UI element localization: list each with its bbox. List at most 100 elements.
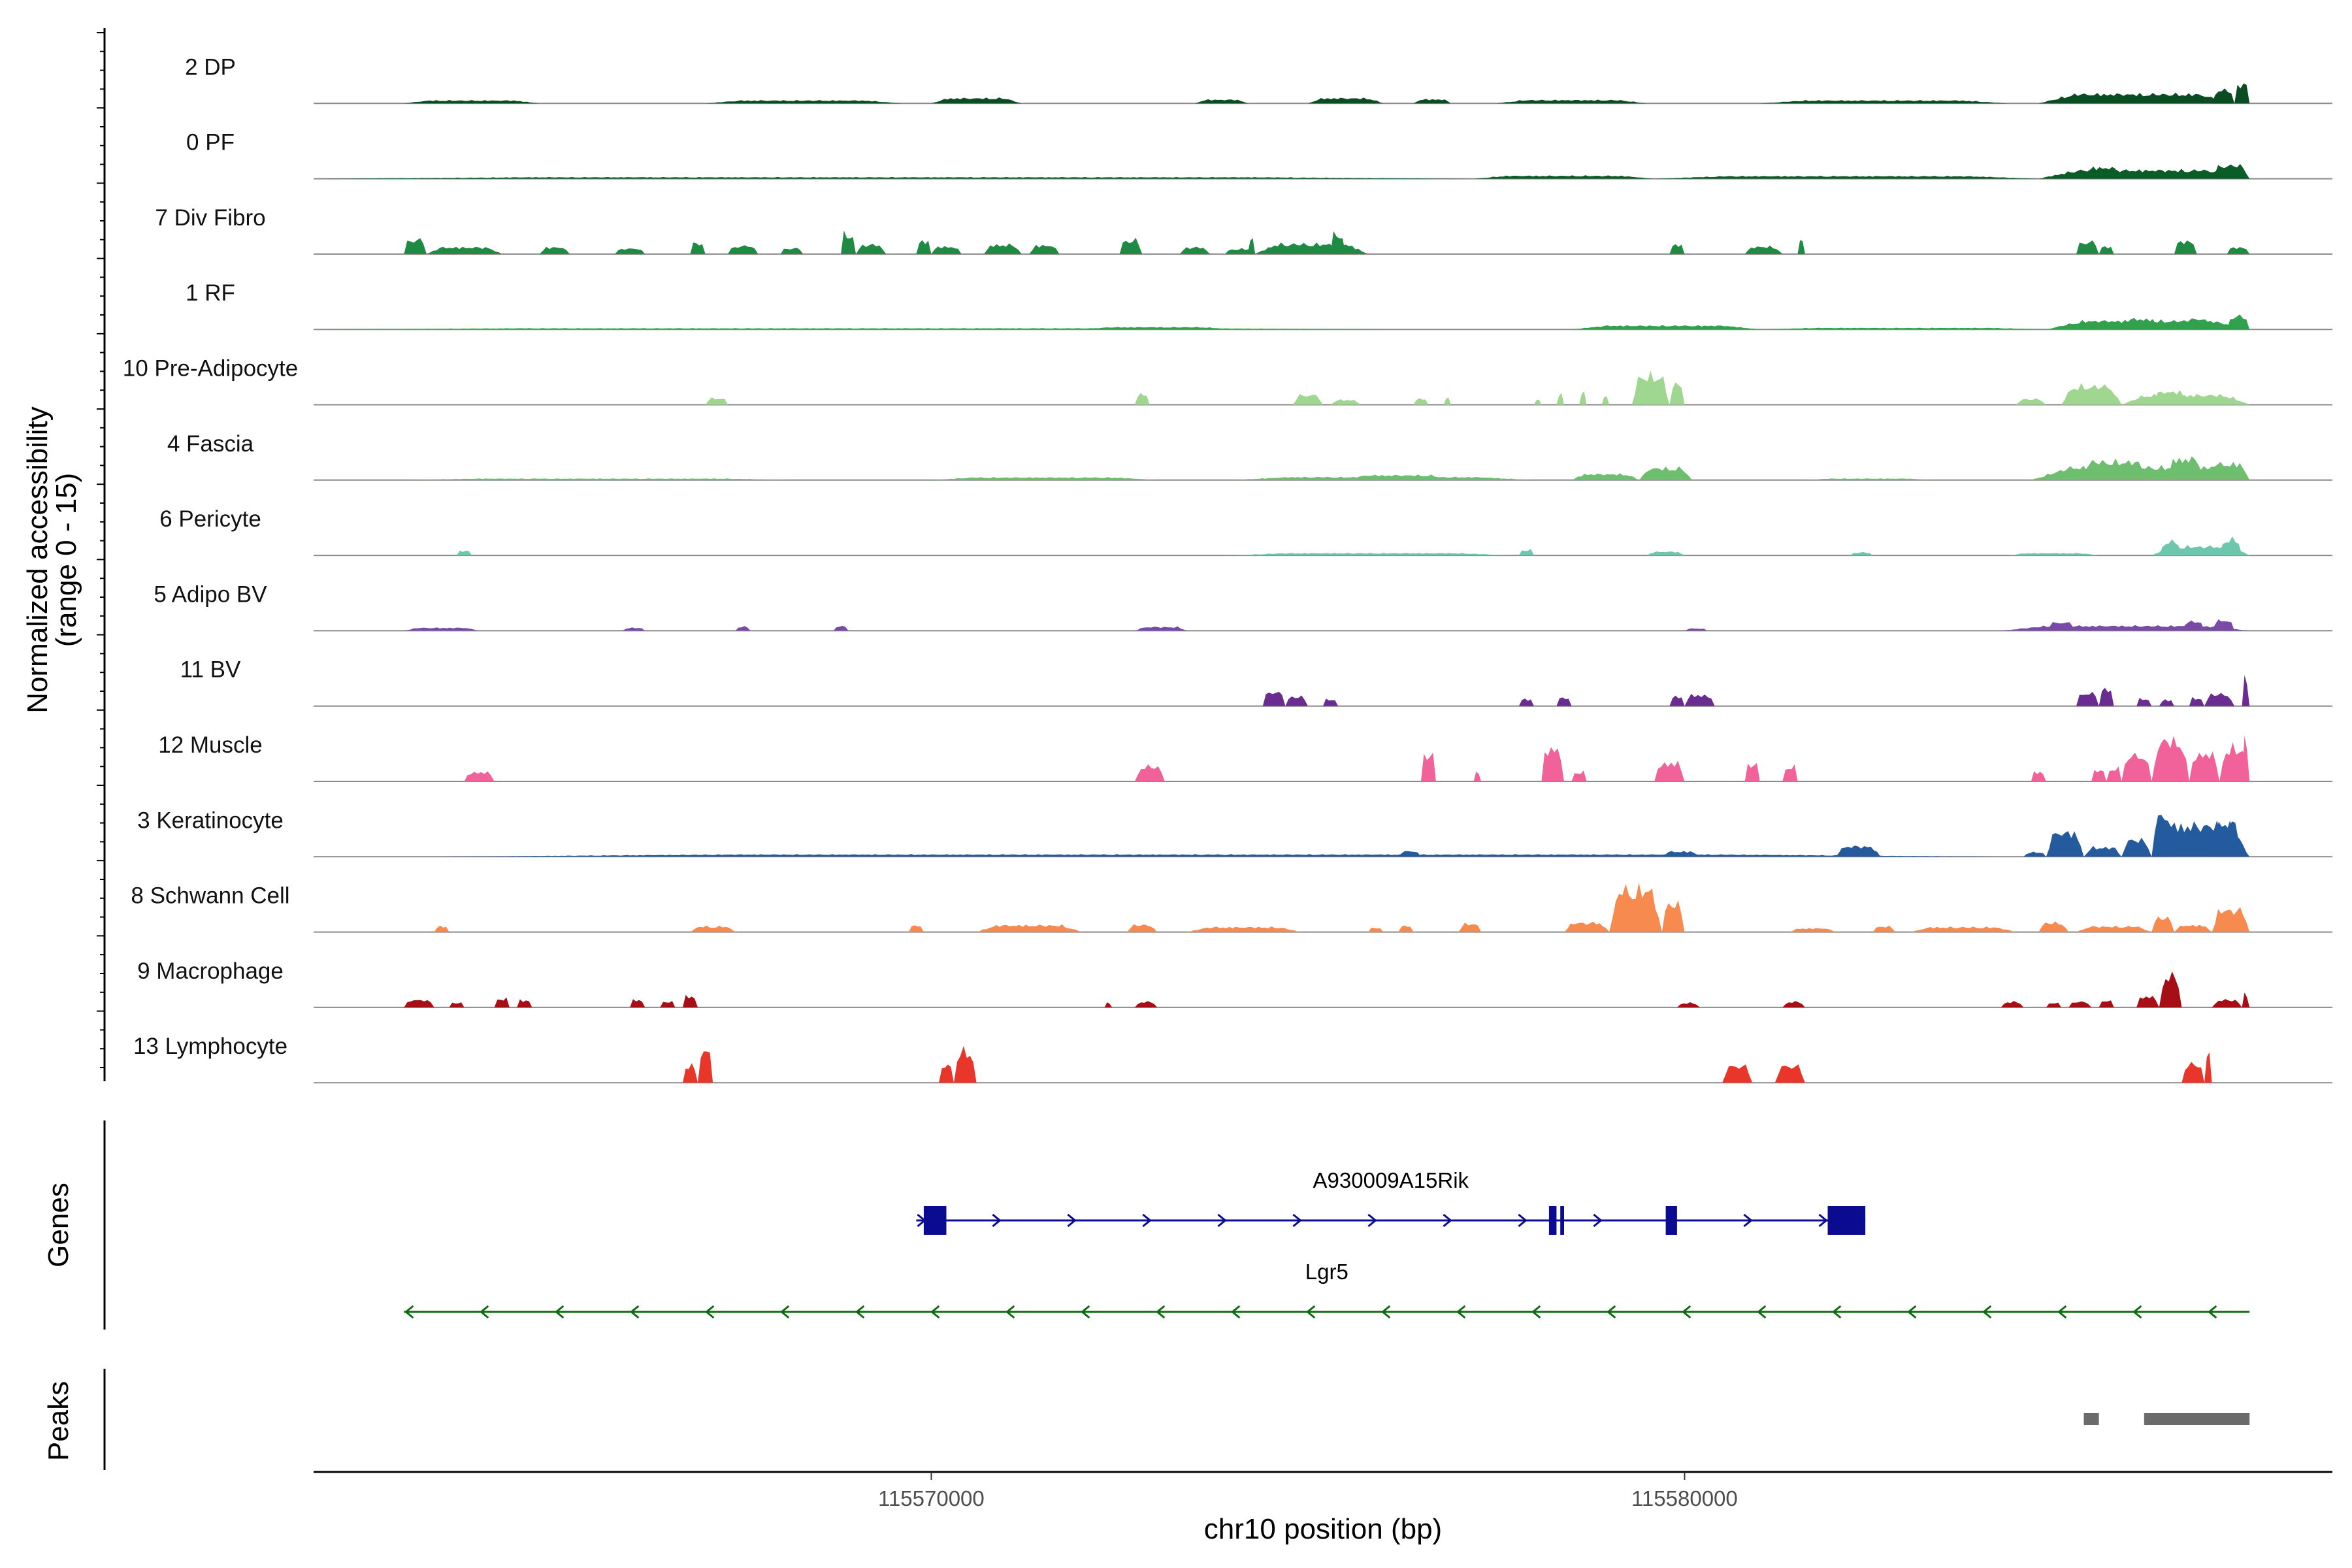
coverage-peak — [2099, 687, 2114, 706]
coverage-peak — [931, 97, 1022, 104]
coverage-peak — [2174, 240, 2197, 254]
coverage-peak — [1797, 240, 1805, 254]
x-axis-title: chr10 position (bp) — [1204, 1513, 1442, 1545]
strand-arrow — [1305, 1305, 1316, 1319]
track-label: 5 Adipo BV — [154, 581, 267, 607]
coverage-peak — [939, 1064, 954, 1083]
coverage-peak — [1473, 175, 1655, 179]
coverage-peak — [630, 999, 645, 1007]
coverage-peak — [1661, 900, 1685, 932]
coverage-peak — [1232, 553, 1512, 556]
coverage-peak — [1473, 772, 1482, 781]
gene-exon — [1548, 1206, 1557, 1235]
coverage-peak — [690, 925, 736, 932]
coverage-peak — [2151, 736, 2189, 781]
coverage-peak — [2076, 458, 2152, 480]
coverage-peak — [1104, 1002, 1113, 1007]
coverage-peak — [2121, 752, 2152, 781]
coverage-peak — [2031, 771, 2046, 781]
y-axis-title-range: (range 0 - 15) — [50, 473, 82, 647]
track-12: 8 Schwann Cell — [131, 882, 2332, 933]
coverage-peak — [1782, 1001, 1805, 1007]
coverage-peak — [1759, 100, 2009, 104]
coverage-peak — [1179, 246, 1211, 254]
coverage-peak — [1669, 244, 1685, 254]
coverage-peak — [2159, 539, 2182, 556]
coverage-peak — [404, 100, 540, 104]
strand-arrow — [1518, 1213, 1527, 1228]
coverage-peak — [954, 1045, 977, 1083]
strand-arrow — [554, 1305, 564, 1319]
coverage-peak — [2242, 735, 2250, 781]
coverage-peak — [404, 478, 796, 480]
strand-arrow — [1756, 1305, 1767, 1319]
peaks-panel-title: Peaks — [42, 1381, 74, 1461]
coverage-peak — [1518, 549, 1534, 556]
coverage-peak — [2099, 1000, 2114, 1007]
peak-region — [2144, 1413, 2250, 1425]
coverage-peak — [1307, 97, 1384, 104]
coverage-y-axis-ticks — [97, 32, 105, 1068]
coverage-peak — [2151, 815, 2174, 857]
strand-arrow — [1080, 1305, 1090, 1319]
coverage-peak — [1134, 626, 1188, 631]
coverage-peak — [984, 243, 1022, 254]
coverage-peak — [539, 246, 570, 254]
coverage-peak — [908, 925, 924, 932]
coverage-peak — [2001, 1001, 2024, 1007]
peaks-panel — [2083, 1413, 2250, 1425]
track-label: 1 RF — [186, 280, 235, 306]
coverage-peak — [1127, 924, 1158, 932]
strand-arrow — [779, 1305, 790, 1319]
track-8: 5 Adipo BV — [154, 581, 2332, 632]
coverage-peak — [841, 230, 857, 254]
coverage-peak — [2212, 88, 2235, 104]
strand-arrow — [1380, 1305, 1391, 1319]
track-label: 10 Pre-Adipocyte — [123, 356, 298, 382]
coverage-peak — [1744, 245, 1783, 254]
coverage-peak — [1556, 697, 1572, 706]
gene-name-label: A930009A15Rik — [1313, 1168, 1469, 1192]
coverage-peak — [1533, 399, 1542, 405]
coverage-peak — [1029, 244, 1060, 254]
coverage-peak — [1669, 382, 1685, 405]
track-11: 3 Keratinocyte — [137, 808, 2332, 858]
coverage-peak — [2151, 390, 2189, 405]
coverage-peak — [2189, 751, 2220, 781]
track-2: 0 PF — [186, 130, 2332, 180]
coverage-peak — [1119, 237, 1143, 254]
track-label: 13 Lymphocyte — [133, 1034, 287, 1059]
coverage-peak — [735, 626, 751, 631]
coverage-peak — [1368, 928, 1384, 932]
track-10: 12 Muscle — [158, 732, 2332, 782]
track-label: 0 PF — [186, 130, 235, 155]
coverage-peak — [2016, 398, 2046, 405]
coverage-peak — [2068, 1001, 2091, 1007]
track-9: 11 BV — [180, 657, 2332, 707]
strand-arrow — [855, 1305, 865, 1319]
track-label: 12 Muscle — [158, 732, 263, 758]
coverage-peak — [1398, 851, 1421, 857]
strand-arrow — [1531, 1305, 1541, 1319]
coverage-peak — [2212, 999, 2242, 1007]
coverage-peak — [1910, 926, 2016, 932]
track-7: 6 Pericyte — [159, 506, 2332, 557]
strand-arrow — [992, 1213, 1002, 1228]
coverage-peak — [833, 625, 849, 631]
coverage-peak — [1255, 242, 1369, 254]
coverage-peak — [1556, 393, 1564, 405]
gene-exon — [1665, 1206, 1677, 1235]
coverage-peak — [2151, 916, 2174, 932]
coverage-peak — [1413, 99, 1451, 104]
coverage-peak — [622, 627, 645, 631]
coverage-peak — [1330, 231, 1346, 254]
coverage-peak — [2227, 314, 2250, 330]
coverage-peak — [426, 246, 502, 254]
coverage-peak — [314, 328, 1399, 330]
gene-A930009A15Rik: A930009A15Rik — [916, 1168, 1866, 1235]
coverage-peak — [1564, 921, 1610, 932]
coverage-peak — [660, 1001, 676, 1007]
coverage-peak — [1134, 1001, 1158, 1007]
coverage-peak — [1458, 923, 1482, 932]
